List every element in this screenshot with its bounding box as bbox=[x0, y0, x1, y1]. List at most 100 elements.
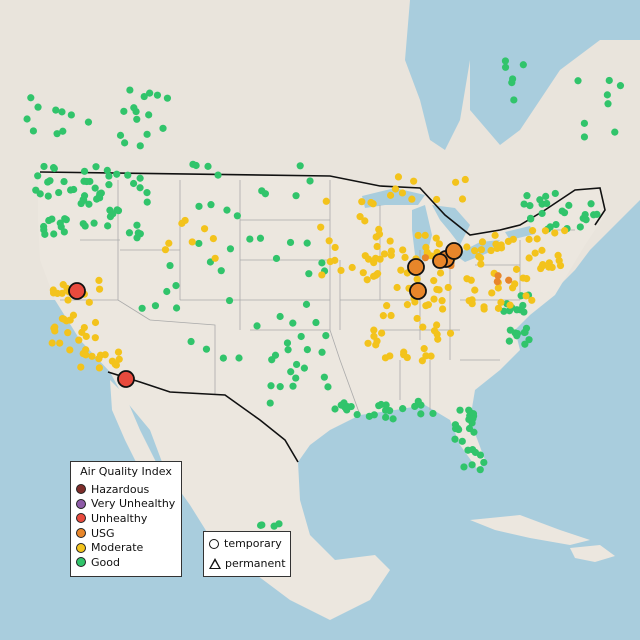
monitor-dot bbox=[512, 265, 521, 273]
legend-row-good: Good bbox=[71, 555, 181, 570]
monitor-dot bbox=[420, 345, 428, 353]
monitor-dot bbox=[109, 210, 117, 218]
unhealthy-station-large bbox=[68, 282, 86, 300]
monitor-dot bbox=[538, 246, 546, 254]
monitor-dot bbox=[382, 406, 390, 414]
monitor-dot bbox=[82, 351, 90, 359]
monitor-dot bbox=[272, 254, 281, 263]
monitor-dot bbox=[383, 302, 391, 310]
monitor-type-legend: temporary permanent bbox=[203, 531, 291, 577]
monitor-dot bbox=[410, 177, 418, 185]
monitor-dot bbox=[509, 235, 517, 243]
monitor-dot bbox=[359, 269, 367, 277]
monitor-dot bbox=[292, 374, 300, 382]
usg-station-large bbox=[407, 258, 425, 276]
monitor-dot bbox=[207, 201, 215, 209]
monitor-dot bbox=[226, 245, 235, 253]
monitor-dot bbox=[393, 283, 401, 292]
monitor-dot bbox=[538, 262, 546, 270]
usg-swatch bbox=[76, 528, 86, 539]
monitor-dot bbox=[256, 234, 265, 242]
monitor-dot bbox=[413, 275, 421, 283]
monitor-dot bbox=[361, 217, 369, 225]
cuba bbox=[470, 515, 590, 545]
monitor-dot bbox=[163, 94, 172, 102]
monitor-dot bbox=[435, 286, 443, 294]
monitor-dot bbox=[27, 94, 35, 102]
monitor-dot bbox=[521, 328, 529, 336]
monitor-dot bbox=[477, 260, 485, 268]
monitor-dot bbox=[51, 327, 59, 335]
hudson-bay bbox=[405, 0, 470, 150]
monitor-dot bbox=[414, 397, 422, 405]
monitor-dot bbox=[398, 189, 407, 197]
monitor-dot bbox=[533, 235, 541, 243]
monitor-dot bbox=[95, 276, 103, 285]
monitor-dot bbox=[84, 118, 93, 126]
monitor-dot bbox=[325, 237, 333, 245]
monitor-dot bbox=[519, 61, 527, 69]
monitor-dot bbox=[34, 172, 42, 180]
monitor-dot bbox=[430, 277, 438, 285]
monitor-dot bbox=[124, 171, 132, 179]
monitor-dot bbox=[429, 409, 437, 418]
monitor-dot bbox=[593, 210, 601, 218]
monitor-dot bbox=[523, 192, 531, 200]
good-swatch bbox=[76, 557, 86, 568]
monitor-dot bbox=[143, 198, 151, 206]
monitor-dot bbox=[58, 108, 66, 116]
monitor-dot bbox=[471, 247, 479, 255]
monitor-dot bbox=[113, 170, 121, 178]
monitor-dot bbox=[292, 192, 300, 200]
monitor-dot bbox=[545, 263, 553, 271]
monitor-dot bbox=[531, 249, 539, 257]
monitor-dot bbox=[520, 200, 528, 208]
monitor-dot bbox=[217, 267, 225, 275]
monitor-dot bbox=[283, 339, 292, 347]
monitor-dot bbox=[558, 207, 566, 215]
monitor-dot bbox=[34, 103, 42, 111]
monitor-dot bbox=[494, 272, 502, 280]
monitor-dot bbox=[95, 364, 103, 372]
monitor-dot bbox=[408, 195, 416, 203]
monitor-dot bbox=[379, 312, 387, 320]
circle-icon bbox=[209, 538, 219, 549]
monitor-dot bbox=[318, 348, 326, 356]
monitor-dot bbox=[463, 275, 471, 283]
monitor-dot bbox=[463, 243, 471, 251]
monitor-dot bbox=[105, 172, 113, 180]
monitor-dot bbox=[209, 235, 217, 243]
monitor-dot bbox=[91, 334, 99, 342]
monitor-dot bbox=[292, 360, 301, 369]
monitor-dot bbox=[433, 195, 441, 204]
monitor-dot bbox=[133, 234, 141, 242]
monitor-dot bbox=[48, 339, 56, 347]
monitor-dot bbox=[487, 246, 495, 255]
monitor-dot bbox=[125, 229, 134, 237]
monitor-dot bbox=[451, 435, 459, 443]
monitor-dot bbox=[427, 352, 435, 360]
monitor-dot bbox=[506, 326, 514, 334]
monitor-dot bbox=[478, 238, 487, 246]
monitor-dot bbox=[165, 239, 173, 247]
monitor-dot bbox=[40, 162, 48, 171]
monitor-dot bbox=[161, 246, 170, 254]
monitor-dot bbox=[266, 399, 274, 407]
legend-row-moderate: Moderate bbox=[71, 540, 181, 555]
monitor-dot bbox=[391, 185, 400, 193]
monitor-dot bbox=[470, 428, 478, 436]
monitor-dot bbox=[29, 127, 38, 135]
monitor-dot bbox=[331, 405, 339, 413]
monitor-sites bbox=[23, 57, 625, 530]
monitor-dot bbox=[342, 405, 350, 413]
monitor-dot bbox=[45, 216, 53, 225]
monitor-dot bbox=[358, 198, 366, 206]
monitor-dot bbox=[538, 209, 546, 218]
monitor-dot bbox=[456, 406, 464, 414]
monitor-dot bbox=[501, 63, 510, 71]
monitor-dot bbox=[417, 410, 425, 418]
monitor-dot bbox=[500, 307, 508, 315]
monitor-dot bbox=[401, 253, 409, 261]
monitor-dot bbox=[370, 326, 378, 334]
moderate-swatch bbox=[76, 542, 86, 553]
